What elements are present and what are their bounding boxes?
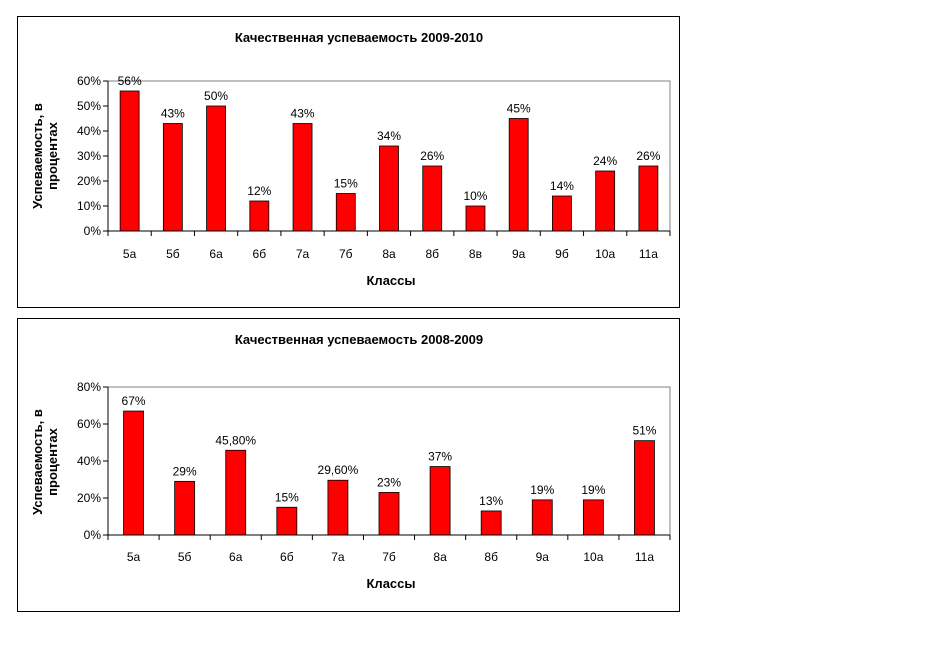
x-tick-label: 5б <box>178 550 192 564</box>
x-tick-label: 8в <box>469 247 482 261</box>
x-tick-label: 6а <box>209 247 223 261</box>
y-tick-label: 50% <box>77 99 101 113</box>
y-tick-label: 40% <box>77 124 101 138</box>
bar <box>327 479 349 536</box>
bar <box>292 123 313 232</box>
bar <box>378 492 400 536</box>
data-label: 24% <box>593 154 617 168</box>
chart-panel-2009-2010: Качественная успеваемость 2009-2010 0% 10%… <box>17 16 680 308</box>
data-label: 51% <box>632 424 656 438</box>
x-tick-label: 11а <box>639 247 658 261</box>
bar <box>119 90 140 232</box>
x-tick-label: 6б <box>253 247 267 261</box>
bar <box>379 145 399 232</box>
bar <box>595 170 616 232</box>
y-axis-label-line: Успеваемость, в <box>30 409 45 515</box>
y-tick-label: 20% <box>77 174 101 188</box>
x-tick-label: 6а <box>229 550 243 564</box>
data-label: 14% <box>550 179 574 193</box>
bar <box>465 205 486 232</box>
x-tick-label: 9б <box>555 247 569 261</box>
bar <box>162 123 183 232</box>
x-tick-label: 8б <box>425 247 439 261</box>
data-label: 26% <box>636 149 660 163</box>
data-label: 13% <box>479 494 503 508</box>
y-axis-label: Успеваемость, впроцентах <box>30 103 60 209</box>
bar <box>123 410 144 536</box>
data-label: 15% <box>275 490 299 504</box>
x-tick-label: 7б <box>382 550 396 564</box>
y-axis-label-line: процентах <box>45 427 60 495</box>
data-label: 43% <box>291 107 315 121</box>
x-tick-label: 8а <box>382 247 396 261</box>
y-tick-label: 0% <box>84 224 102 238</box>
data-label: 19% <box>581 483 605 497</box>
bar <box>508 118 529 232</box>
x-axis-label: Классы <box>367 576 416 591</box>
x-tick-label: 7а <box>296 247 310 261</box>
y-axis-label: Успеваемость, впроцентах <box>30 409 60 515</box>
x-tick-label: 9а <box>536 550 550 564</box>
y-tick-label: 10% <box>77 199 101 213</box>
data-label: 45,80% <box>215 433 256 447</box>
bar <box>225 449 247 536</box>
chart-title: Качественная успеваемость 2008-2009 <box>235 332 483 347</box>
chart-2009-2010: Качественная успеваемость 2009-2010 0% 10%… <box>30 30 671 288</box>
x-tick-label: 7б <box>339 247 353 261</box>
x-tick-label: 7а <box>331 550 345 564</box>
x-axis-label: Классы <box>367 273 416 288</box>
chart-panel-2008-2009: Качественная успеваемость 2008-2009 0% 20%… <box>17 318 680 612</box>
data-label: 50% <box>204 89 228 103</box>
data-label: 29,60% <box>318 463 359 477</box>
data-label: 15% <box>334 177 358 191</box>
bar <box>422 165 443 232</box>
x-tick-label: 10а <box>583 550 603 564</box>
data-label: 34% <box>377 129 401 143</box>
bar <box>276 506 298 536</box>
bar <box>206 105 226 232</box>
x-tick-label: 8б <box>484 550 498 564</box>
x-tick-label: 9а <box>512 247 526 261</box>
data-label: 37% <box>428 450 452 464</box>
chart-title: Качественная успеваемость 2009-2010 <box>235 30 483 45</box>
bar <box>335 193 356 232</box>
y-tick-label: 0% <box>84 528 102 542</box>
bar <box>634 440 655 536</box>
bar <box>174 480 196 536</box>
data-label: 10% <box>463 189 487 203</box>
data-label: 19% <box>530 483 554 497</box>
data-label: 26% <box>420 149 444 163</box>
y-tick-label: 30% <box>77 149 101 163</box>
y-tick-label: 60% <box>77 417 101 431</box>
data-label: 56% <box>118 74 142 88</box>
x-tick-label: 11а <box>635 550 654 564</box>
bar <box>480 510 502 536</box>
data-label: 29% <box>173 464 197 478</box>
data-label: 45% <box>507 102 531 116</box>
data-label: 67% <box>122 394 146 408</box>
chart-2008-2009: Качественная успеваемость 2008-2009 0% 20%… <box>30 332 671 591</box>
x-tick-label: 8а <box>433 550 447 564</box>
bar <box>552 195 572 232</box>
x-tick-label: 5а <box>123 247 137 261</box>
y-tick-label: 20% <box>77 491 101 505</box>
data-label: 43% <box>161 107 185 121</box>
y-tick-label: 40% <box>77 454 101 468</box>
bar <box>531 499 553 536</box>
bar <box>429 466 451 536</box>
x-tick-label: 6б <box>280 550 294 564</box>
bar <box>249 200 270 232</box>
x-tick-label: 5б <box>166 247 180 261</box>
bar <box>638 165 659 232</box>
y-tick-label: 60% <box>77 74 101 88</box>
y-axis-label-line: процентах <box>45 121 60 189</box>
bar <box>582 499 604 536</box>
data-label: 23% <box>377 475 401 489</box>
x-tick-label: 10а <box>595 247 615 261</box>
y-axis-label-line: Успеваемость, в <box>30 103 45 209</box>
data-label: 12% <box>247 184 271 198</box>
x-tick-label: 5а <box>127 550 141 564</box>
y-tick-label: 80% <box>77 380 101 394</box>
